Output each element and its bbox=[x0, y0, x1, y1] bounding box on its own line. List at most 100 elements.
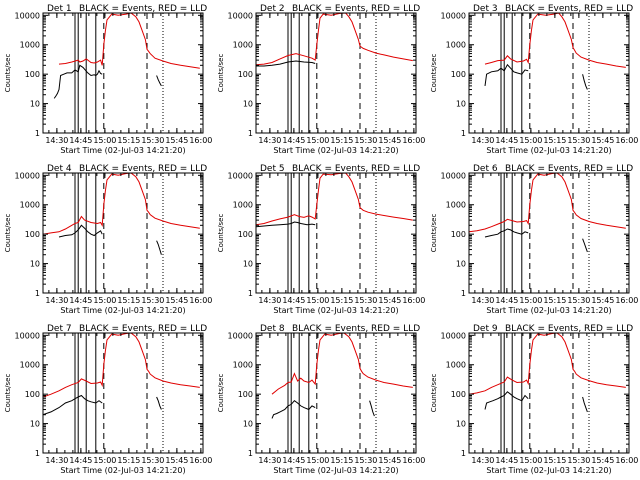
x-tick-label: 15:15 bbox=[330, 296, 353, 305]
series-lld-line bbox=[469, 333, 626, 395]
x-tick-label: 14:30 bbox=[471, 456, 494, 465]
plot-frame bbox=[255, 12, 417, 134]
x-axis-label: Start Time (02-Jul-03 14:21:20) bbox=[486, 466, 611, 475]
plot-data bbox=[484, 13, 626, 90]
y-axis-label: Counts/sec bbox=[217, 54, 225, 93]
x-axis-label: Start Time (02-Jul-03 14:21:20) bbox=[60, 466, 185, 475]
x-tick-label: 15:15 bbox=[543, 456, 566, 465]
x-tick-label: 15:45 bbox=[165, 296, 188, 305]
y-tick-label: 10 bbox=[243, 420, 253, 429]
y-tick-label: 1000 bbox=[20, 361, 40, 370]
y-tick-label: 1 bbox=[248, 449, 253, 458]
series-events-line bbox=[582, 238, 588, 253]
x-tick-label: 16:00 bbox=[189, 456, 212, 465]
series-events-line bbox=[582, 74, 588, 90]
panel-title: Det 9 bbox=[473, 324, 498, 334]
y-axis-label: Counts/sec bbox=[430, 54, 438, 93]
x-tick-label: 16:00 bbox=[402, 136, 425, 145]
x-axis-label: Start Time (02-Jul-03 14:21:20) bbox=[60, 146, 185, 155]
series-events-line bbox=[156, 75, 162, 87]
x-tick-label: 14:30 bbox=[45, 456, 68, 465]
series-events-line bbox=[484, 63, 529, 86]
x-tick-label: 16:00 bbox=[615, 296, 638, 305]
panel-legend: BLACK = Events, RED = LLD bbox=[505, 4, 633, 14]
panel-title: Det 7 bbox=[47, 324, 72, 334]
series-lld-line bbox=[43, 173, 200, 235]
x-tick-label: 15:00 bbox=[306, 456, 329, 465]
series-events-line bbox=[582, 396, 588, 413]
series-lld-line bbox=[58, 13, 200, 69]
series-lld-line bbox=[256, 13, 413, 66]
plot-frame bbox=[42, 12, 204, 134]
x-tick-label: 15:00 bbox=[93, 296, 116, 305]
plot-frame bbox=[468, 172, 630, 294]
detector-panel-3: Det 3 BLACK = Events, RED = LLD 1 10 100 1000… bbox=[430, 4, 638, 155]
y-axis-label: Counts/sec bbox=[430, 374, 438, 413]
y-tick-label: 100 bbox=[25, 230, 40, 239]
series-lld-line bbox=[271, 333, 413, 395]
plot-data bbox=[469, 333, 626, 413]
x-tick-label: 16:00 bbox=[402, 456, 425, 465]
panel-legend: BLACK = Events, RED = LLD bbox=[505, 324, 633, 334]
series-events-line bbox=[156, 240, 162, 255]
plot-data bbox=[469, 173, 626, 253]
y-tick-label: 10 bbox=[30, 420, 40, 429]
y-tick-label: 10000 bbox=[441, 171, 466, 180]
x-tick-label: 14:30 bbox=[258, 136, 281, 145]
y-tick-label: 1 bbox=[248, 289, 253, 298]
plot-data bbox=[53, 13, 200, 99]
y-tick-label: 100 bbox=[238, 230, 253, 239]
panel-legend: BLACK = Events, RED = LLD bbox=[292, 164, 420, 174]
x-tick-label: 15:15 bbox=[543, 296, 566, 305]
y-tick-label: 1000 bbox=[446, 361, 466, 370]
panel-legend: BLACK = Events, RED = LLD bbox=[79, 4, 207, 14]
x-tick-label: 15:30 bbox=[141, 136, 164, 145]
y-tick-label: 10000 bbox=[441, 331, 466, 340]
x-tick-label: 14:30 bbox=[258, 456, 281, 465]
y-tick-label: 1 bbox=[461, 449, 466, 458]
x-axis-label: Start Time (02-Jul-03 14:21:20) bbox=[273, 146, 398, 155]
y-tick-label: 10 bbox=[456, 260, 466, 269]
x-tick-label: 15:30 bbox=[354, 296, 377, 305]
y-tick-label: 100 bbox=[451, 70, 466, 79]
x-tick-label: 15:30 bbox=[354, 136, 377, 145]
x-tick-label: 15:15 bbox=[117, 136, 140, 145]
x-tick-label: 15:00 bbox=[519, 456, 542, 465]
series-events-line bbox=[369, 400, 375, 417]
plot-data bbox=[43, 333, 200, 416]
y-tick-label: 1000 bbox=[20, 41, 40, 50]
y-tick-label: 100 bbox=[451, 390, 466, 399]
x-tick-label: 15:15 bbox=[117, 296, 140, 305]
x-tick-label: 14:30 bbox=[45, 296, 68, 305]
x-tick-label: 16:00 bbox=[189, 136, 212, 145]
x-tick-label: 14:30 bbox=[471, 296, 494, 305]
series-events-line bbox=[484, 228, 529, 238]
x-axis-label: Start Time (02-Jul-03 14:21:20) bbox=[273, 306, 398, 315]
x-tick-label: 15:15 bbox=[330, 136, 353, 145]
x-tick-label: 15:00 bbox=[93, 136, 116, 145]
detector-panel-7: Det 7 BLACK = Events, RED = LLD 1 10 100 1000… bbox=[4, 324, 212, 475]
x-tick-label: 15:45 bbox=[591, 456, 614, 465]
plot-frame bbox=[255, 172, 417, 294]
x-axis-label: Start Time (02-Jul-03 14:21:20) bbox=[486, 306, 611, 315]
y-tick-label: 1000 bbox=[233, 201, 253, 210]
plot-data bbox=[271, 333, 413, 419]
x-axis-label: Start Time (02-Jul-03 14:21:20) bbox=[486, 146, 611, 155]
y-tick-label: 10 bbox=[30, 260, 40, 269]
series-events-line bbox=[484, 391, 529, 410]
panel-title: Det 3 bbox=[473, 4, 498, 14]
x-tick-label: 16:00 bbox=[615, 136, 638, 145]
panel-title: Det 6 bbox=[473, 164, 498, 174]
y-tick-label: 1 bbox=[35, 129, 40, 138]
y-axis-label: Counts/sec bbox=[430, 214, 438, 253]
plot-data bbox=[256, 13, 413, 67]
x-tick-label: 16:00 bbox=[402, 296, 425, 305]
x-tick-label: 15:15 bbox=[543, 136, 566, 145]
y-tick-label: 1000 bbox=[20, 201, 40, 210]
y-axis-label: Counts/sec bbox=[217, 374, 225, 413]
x-tick-label: 15:00 bbox=[519, 136, 542, 145]
x-tick-label: 15:00 bbox=[306, 296, 329, 305]
x-tick-label: 14:45 bbox=[282, 456, 305, 465]
series-events-line bbox=[256, 221, 316, 228]
